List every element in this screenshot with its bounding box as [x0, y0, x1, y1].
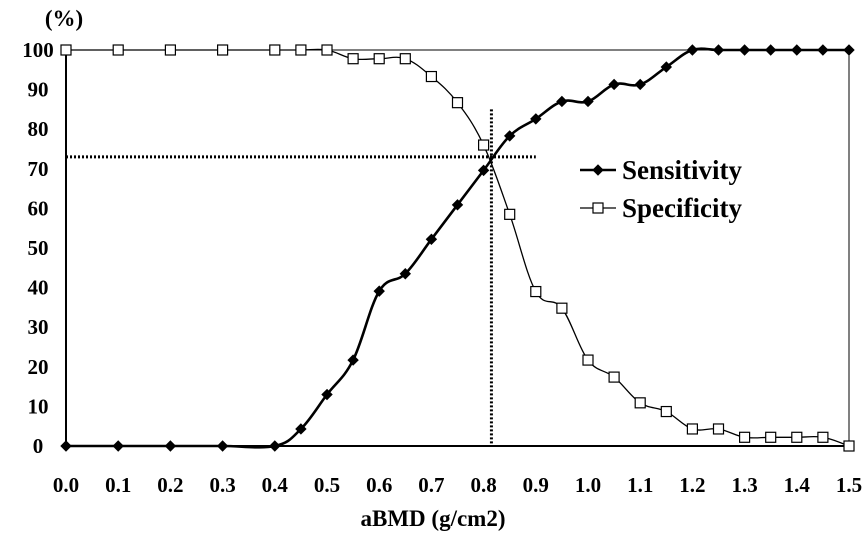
x-tick-label: 1.0: [575, 473, 601, 497]
y-tick-label: 60: [28, 196, 49, 220]
specificity-point: [608, 371, 620, 383]
sensitivity-point: [660, 61, 673, 73]
specificity-point: [451, 97, 464, 109]
sensitivity-point: [738, 44, 751, 56]
specificity-point: [738, 431, 751, 443]
x-tick-label: 0.3: [209, 473, 235, 497]
y-tick-label: 20: [28, 355, 49, 379]
y-tick-label: 90: [28, 78, 49, 102]
specificity-point: [425, 70, 437, 83]
x-tick-label: 0.2: [157, 473, 183, 497]
sensitivity-point: [556, 95, 568, 108]
x-tick-label: 1.1: [627, 473, 653, 497]
x-tick-label: 0.4: [262, 473, 289, 497]
sensitivity-point: [295, 423, 307, 435]
sensitivity-point: [608, 78, 620, 91]
specificity-point: [843, 440, 855, 452]
specificity-point: [686, 423, 699, 435]
legend-label: Sensitivity: [622, 155, 743, 185]
sensitivity-point: [530, 113, 542, 125]
specificity-point: [321, 44, 333, 56]
axes: [65, 49, 850, 447]
specificity-point: [634, 397, 646, 409]
y-tick-label: 70: [28, 157, 49, 181]
y-tick-label: 0: [33, 434, 44, 458]
sensitivity-point: [451, 199, 464, 211]
specificity-point: [712, 423, 725, 435]
x-tick-label: 0.9: [523, 473, 549, 497]
sensitivity-point: [686, 44, 699, 56]
specificity-point: [556, 302, 568, 314]
x-tick-label: 1.5: [836, 473, 862, 497]
sensitivity-point: [269, 440, 281, 452]
specificity-line: [66, 48, 850, 447]
y-tick-label: 100: [22, 38, 54, 62]
specificity-point: [164, 44, 176, 56]
specificity-point: [269, 44, 281, 56]
tick-labels: 0 10 20 30 40 50 60 70 80 90 100 0.0 0.1 0.2 0.3 0.4 0.5…: [22, 38, 862, 497]
sensitivity-point: [817, 44, 829, 56]
x-tick-label: 1.2: [679, 473, 705, 497]
x-tick-label: 0.5: [314, 473, 340, 497]
sensitivity-point: [112, 440, 124, 452]
sensitivity-point: [60, 440, 72, 452]
sensitivity-point: [373, 285, 385, 297]
specificity-point: [373, 53, 385, 65]
x-tick-label: 1.4: [784, 473, 811, 497]
specificity-point: [217, 44, 229, 56]
specificity-point: [791, 431, 803, 443]
specificity-point: [60, 44, 72, 56]
series-group: [60, 44, 855, 452]
sensitivity-point: [634, 78, 646, 91]
legend-item-sensitivity: Sensitivity: [580, 155, 743, 185]
y-tick-label: 10: [28, 394, 49, 418]
specificity-point: [399, 53, 411, 65]
specificity-point: [530, 285, 542, 298]
legend-marker: [592, 202, 604, 214]
sensitivity-point: [399, 268, 412, 280]
specificity-point: [504, 208, 516, 220]
sensitivity-line: [65, 47, 849, 449]
sensitivity-point: [791, 44, 803, 56]
legend-item-specificity: Specificity: [580, 193, 742, 223]
series-specificity: [60, 44, 855, 452]
x-tick-label: 0.7: [418, 473, 444, 497]
series-sensitivity: [60, 44, 855, 452]
legend: Sensitivity Specificity: [580, 155, 743, 223]
x-tick-label: 0.1: [105, 473, 131, 497]
x-tick-label: 0.0: [53, 473, 79, 497]
sensitivity-point: [216, 440, 229, 452]
legend-label: Specificity: [622, 193, 742, 223]
y-tick-label: 50: [28, 236, 49, 260]
x-axis-title: aBMD (g/cm2): [361, 506, 506, 531]
specificity-point: [478, 139, 490, 151]
specificity-point: [347, 53, 359, 65]
x-tick-label: 0.8: [470, 473, 496, 497]
x-tick-label: 0.6: [366, 473, 392, 497]
legend-marker: [592, 164, 604, 176]
sensitivity-point: [347, 354, 359, 366]
specificity-point: [295, 44, 307, 56]
sensitivity-point: [764, 44, 777, 56]
sensitivity-point: [477, 164, 490, 177]
sensitivity-point: [712, 44, 725, 56]
sensitivity-point: [425, 233, 438, 245]
y-tick-label: 30: [28, 315, 49, 339]
sensitivity-point: [582, 95, 594, 108]
reference-lines: [66, 109, 536, 446]
y-tick-label: 80: [28, 117, 49, 141]
specificity-point: [765, 431, 777, 443]
specificity-point: [660, 405, 672, 418]
sensitivity-point: [503, 130, 516, 142]
specificity-point: [582, 354, 594, 366]
x-tick-label: 1.3: [731, 473, 757, 497]
sensitivity-point: [843, 44, 855, 56]
sensitivity-point: [164, 440, 177, 452]
specificity-point: [112, 44, 124, 56]
sensitivity-point: [321, 388, 333, 401]
specificity-point: [817, 431, 829, 443]
y-axis-title: (%): [45, 6, 83, 31]
y-tick-label: 40: [28, 276, 49, 300]
